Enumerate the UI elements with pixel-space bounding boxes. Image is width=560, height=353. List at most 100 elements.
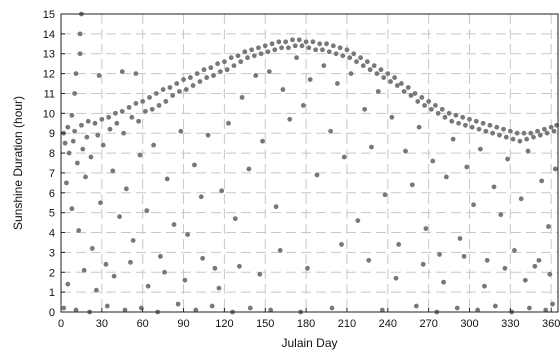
data-point [374, 71, 380, 76]
data-point [257, 271, 263, 277]
data-point [547, 271, 553, 277]
data-point [469, 124, 475, 130]
data-point [313, 47, 319, 53]
data-point [317, 41, 323, 47]
data-point [200, 255, 206, 261]
data-point [441, 279, 447, 285]
data-point [501, 126, 506, 132]
data-point [198, 194, 204, 200]
data-point [226, 120, 231, 126]
data-point [151, 142, 156, 148]
data-points [61, 11, 560, 315]
data-point [423, 226, 429, 231]
data-point [69, 112, 75, 118]
data-point [490, 130, 496, 136]
x-tick-label: 300 [460, 318, 478, 330]
x-tick-label: 0 [58, 318, 64, 330]
data-point [450, 136, 456, 142]
data-point [477, 146, 483, 152]
data-point [245, 55, 250, 61]
y-tick-label: 5 [49, 208, 55, 220]
data-point [381, 75, 387, 80]
data-point [379, 307, 385, 313]
data-point [502, 265, 508, 271]
data-point [149, 106, 155, 112]
data-point [375, 89, 381, 94]
data-point [483, 128, 489, 134]
data-point [147, 95, 152, 100]
data-point [212, 265, 218, 271]
data-point [163, 99, 169, 104]
data-point [482, 283, 487, 289]
data-point [539, 178, 545, 184]
data-point [409, 182, 415, 188]
data-point [204, 75, 210, 80]
data-point [371, 63, 377, 69]
data-point [181, 77, 186, 82]
data-point [335, 81, 340, 86]
data-point [454, 305, 460, 311]
data-point [351, 51, 357, 57]
data-point [320, 47, 325, 53]
x-tick-label: 120 [215, 318, 233, 330]
data-point [143, 108, 148, 114]
data-point [305, 265, 310, 271]
y-tick-label: 9 [49, 128, 55, 140]
data-point [84, 134, 90, 140]
data-point [182, 277, 188, 283]
data-point [76, 228, 82, 233]
data-point [439, 106, 445, 112]
data-point [401, 89, 407, 94]
data-point [550, 301, 555, 307]
data-point [96, 73, 102, 78]
data-point [103, 261, 109, 267]
data-point [296, 37, 302, 43]
data-point [183, 87, 189, 92]
data-point [62, 140, 68, 146]
data-point [389, 114, 395, 120]
data-point [65, 124, 71, 130]
data-point [236, 263, 242, 269]
data-point [548, 124, 554, 130]
data-point [140, 99, 146, 104]
data-point [510, 136, 516, 142]
data-point [208, 65, 214, 71]
data-point [280, 87, 286, 92]
data-point [99, 116, 105, 122]
data-point [119, 69, 125, 75]
data-point [174, 81, 180, 86]
data-point [329, 305, 335, 311]
data-point [393, 275, 399, 281]
data-point [260, 138, 265, 144]
data-point [366, 257, 372, 263]
data-point [503, 134, 509, 140]
data-point [337, 45, 343, 51]
data-point [484, 257, 490, 263]
data-point [251, 53, 257, 59]
data-point [457, 236, 463, 241]
data-point [399, 81, 404, 86]
data-point [514, 130, 520, 136]
data-point [221, 59, 227, 65]
data-point [164, 176, 170, 182]
data-point [266, 69, 272, 75]
data-point [382, 192, 388, 198]
data-point [92, 120, 98, 126]
data-point [536, 257, 542, 263]
data-point [238, 59, 244, 65]
data-point [394, 83, 400, 88]
data-point [537, 132, 543, 138]
y-tick-label: 7 [49, 168, 55, 180]
data-point [522, 277, 528, 283]
data-point [420, 261, 426, 267]
data-point [492, 303, 498, 309]
x-tick-label: 270 [419, 318, 437, 330]
data-point [456, 120, 461, 126]
data-point [232, 216, 238, 222]
y-tick-label: 13 [43, 49, 55, 61]
data-point [217, 69, 223, 75]
data-point [133, 71, 139, 76]
data-point [114, 120, 120, 126]
